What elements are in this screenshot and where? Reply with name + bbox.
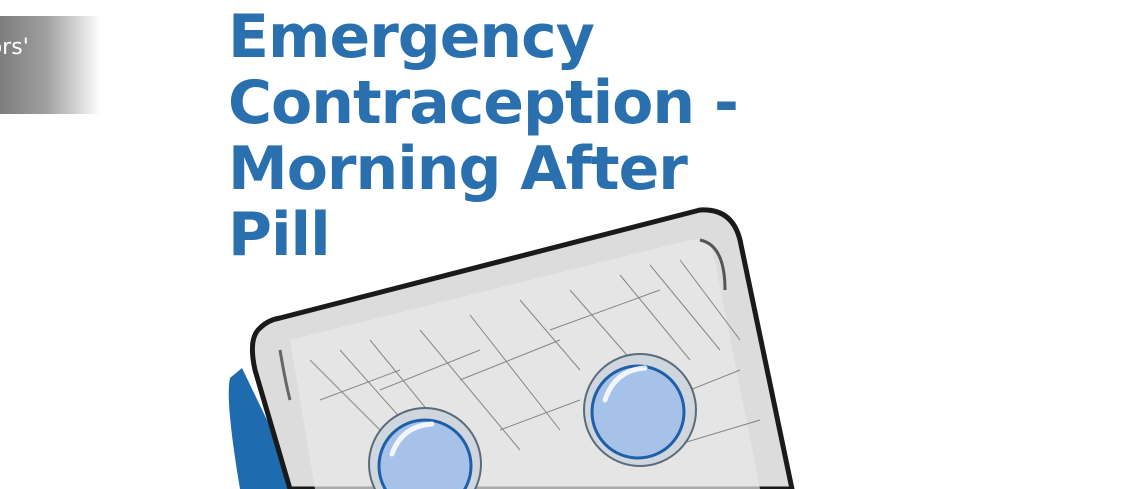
headline-line-1: Emergency (228, 2, 595, 72)
headline-line-3: Morning After (228, 134, 688, 204)
article-headline: Emergency Contraception - Morning After … (228, 2, 739, 270)
blister-pack-icon (228, 207, 795, 489)
site-badge: ctors' e (0, 16, 100, 114)
headline-line-2: Contraception - (228, 68, 739, 138)
headline-line-4: Pill (228, 200, 331, 270)
badge-text: ctors' e (0, 36, 29, 84)
badge-line-1: ctors' (0, 35, 29, 60)
badge-line-2: e (0, 60, 29, 84)
